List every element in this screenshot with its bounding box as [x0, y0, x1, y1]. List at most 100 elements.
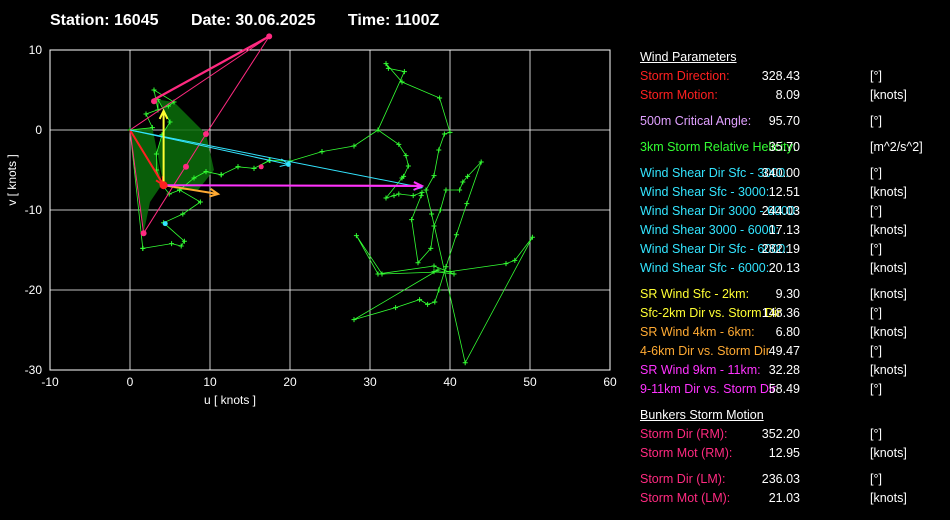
param-label: Wind Shear Sfc - 6000:	[640, 261, 770, 275]
vector-arrowhead	[413, 181, 425, 191]
trace-point	[375, 127, 381, 133]
param-label: Wind Shear 3000 - 6000:	[640, 223, 779, 237]
trace-point	[409, 217, 415, 223]
param-label: Storm Dir (RM):	[640, 427, 728, 441]
param-unit: [knots]	[870, 185, 907, 199]
bunkers-line	[205, 36, 270, 135]
plot-frame	[49, 49, 611, 371]
layer-marker	[203, 131, 209, 137]
param-label: SR Wind 4km - 6km:	[640, 325, 755, 339]
x-tick-label: 60	[603, 375, 617, 389]
vector-line	[163, 184, 423, 187]
trace-point	[396, 141, 402, 147]
bunkers-line	[129, 35, 270, 131]
trace-point	[399, 175, 405, 181]
trace-point	[353, 233, 359, 239]
param-label: Wind Shear Dir Sfc - 3000:	[640, 166, 789, 180]
param-unit: [knots]	[870, 363, 907, 377]
trace-point	[443, 187, 449, 193]
trace-point	[319, 149, 325, 155]
y-axis-label: v [ knots ]	[5, 154, 19, 205]
param-unit: [°]	[870, 204, 882, 218]
param-value: 236.03	[761, 472, 800, 486]
x-axis-label: u [ knots ]	[204, 393, 256, 407]
trace-point	[167, 119, 173, 125]
wind-parameters-title: Wind Parameters	[640, 50, 737, 64]
trace-point	[218, 172, 224, 178]
param-value: 49.47	[768, 344, 800, 358]
param-row: Storm Dir (RM): 352.20 [°]	[640, 425, 940, 444]
trace-point	[383, 195, 389, 201]
param-row: Storm Mot (RM): 12.95 [knots]	[640, 444, 940, 463]
trace-point	[169, 241, 175, 247]
chart-header: Station: 16045 Date: 30.06.2025 Time: 11…	[50, 12, 467, 30]
trace-point	[399, 79, 405, 85]
trace-point	[149, 125, 155, 131]
param-row: Storm Direction: 328.43 [°]	[640, 67, 940, 86]
param-unit: [°]	[870, 344, 882, 358]
trace-point	[431, 173, 437, 179]
helicity-area	[130, 99, 214, 234]
trace-point	[465, 173, 471, 179]
storm-motion-marker	[159, 181, 168, 190]
trace-point	[203, 169, 209, 175]
param-value: 148.36	[761, 306, 800, 320]
trace-point	[153, 151, 159, 157]
vector-line	[129, 129, 423, 189]
trace-point	[180, 211, 186, 217]
param-value: 340.00	[761, 166, 800, 180]
vector-line	[129, 129, 165, 186]
param-label: Storm Dir (LM):	[640, 472, 726, 486]
time-label: Time: 1100Z	[347, 12, 440, 29]
param-value: 12.95	[768, 446, 800, 460]
param-unit: [°]	[870, 166, 882, 180]
x-tick-label: -10	[41, 375, 59, 389]
bunkers-rm-marker	[140, 230, 147, 237]
param-unit: [°]	[870, 242, 882, 256]
trace-point	[462, 360, 468, 366]
trace-point	[457, 187, 463, 193]
trace-point	[151, 87, 157, 93]
param-value: 21.03	[768, 491, 800, 505]
param-label: SR Wind Sfc - 2km:	[640, 287, 750, 301]
trace-point	[503, 261, 509, 267]
trace-point	[429, 211, 435, 217]
param-row: Storm Dir (LM): 236.03 [°]	[640, 470, 940, 489]
param-label: 500m Critical Angle:	[640, 114, 752, 128]
trace-point	[436, 147, 442, 153]
y-tick-label: 10	[29, 43, 43, 57]
trace-point	[143, 111, 149, 117]
param-row: SR Wind 4km - 6km: 6.80 [knots]	[640, 323, 940, 342]
trace-point	[396, 191, 402, 197]
x-tick-label: 50	[523, 375, 537, 389]
bunkers-rows: Storm Dir (RM): 352.20 [°] Storm Mot (RM): 1…	[640, 425, 940, 508]
param-unit: [knots]	[870, 491, 907, 505]
trace-point	[140, 245, 146, 251]
param-label: Storm Mot (LM):	[640, 491, 731, 505]
param-row: 4-6km Dir vs. Storm Dir 49.47 [°]	[640, 342, 940, 361]
param-row: Wind Shear Dir 3000 - 6000: 244.03 [°]	[640, 202, 940, 221]
shear-3km-marker	[285, 161, 291, 167]
param-value: 244.03	[761, 204, 800, 218]
param-row: Wind Shear Sfc - 3000: 12.51 [knots]	[640, 183, 940, 202]
x-tick-label: 10	[203, 375, 217, 389]
trace-point	[431, 223, 437, 229]
trace-point	[447, 129, 453, 135]
param-unit: [°]	[870, 306, 882, 320]
x-tick-label: 40	[443, 375, 457, 389]
param-label: 4-6km Dir vs. Storm Dir	[640, 344, 770, 358]
param-value: 95.70	[768, 114, 800, 128]
param-row: SR Wind 9km - 11km: 32.28 [knots]	[640, 361, 940, 380]
bunkers-line	[129, 129, 145, 234]
param-value: 8.09	[775, 88, 800, 102]
param-unit: [°]	[870, 69, 882, 83]
param-unit: [knots]	[870, 325, 907, 339]
param-label: Sfc-2km Dir vs. Storm Dir	[640, 306, 781, 320]
param-row: Wind Shear Dir Sfc - 3000: 340.00 [°]	[640, 164, 940, 183]
bunkers-title: Bunkers Storm Motion	[640, 408, 764, 422]
trace-point	[425, 301, 431, 307]
vector-line	[129, 129, 289, 165]
trace-point	[379, 271, 385, 277]
trace-point	[418, 193, 424, 199]
trace-point	[464, 201, 470, 207]
